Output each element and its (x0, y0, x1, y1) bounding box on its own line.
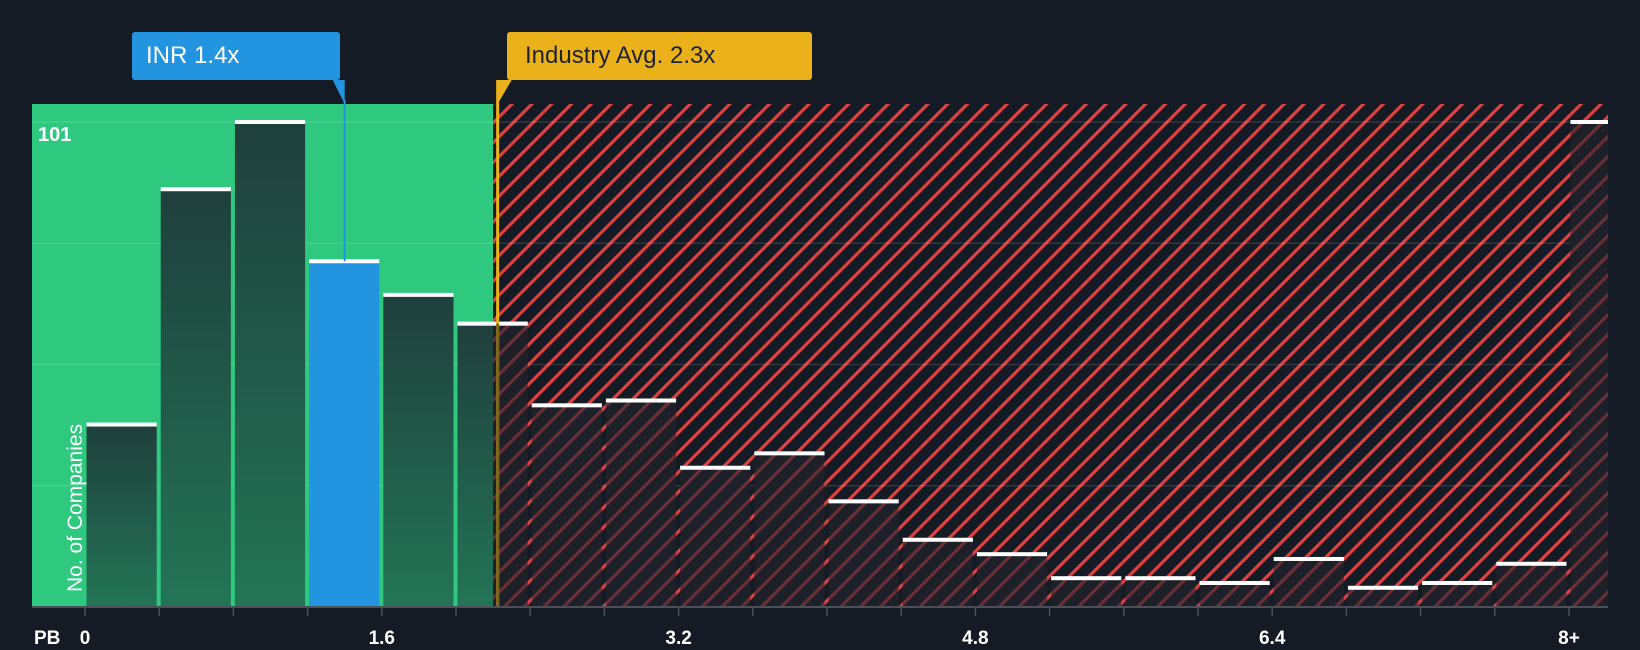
bar-top-marker (1347, 585, 1419, 590)
bar-top-marker (754, 451, 825, 456)
histogram-bar (1051, 578, 1122, 607)
bar-top-marker (976, 552, 1048, 557)
y-axis-title: No. of Companies (64, 423, 87, 592)
histogram-bar (828, 501, 899, 607)
histogram-bar (1273, 558, 1344, 607)
histogram-bar (680, 467, 751, 607)
x-tick-label: 1.6 (368, 628, 396, 649)
histogram-bar (1422, 582, 1493, 607)
y-axis-max-label: 101 (38, 124, 72, 146)
histogram-bar (1496, 563, 1567, 607)
histogram-bar (234, 122, 306, 607)
bar-top-marker (828, 499, 899, 504)
bar-top-marker (160, 187, 231, 192)
histogram-bar (1570, 122, 1608, 607)
industry-average-label: Industry Avg. 2.3x (507, 32, 812, 80)
bar-top-marker (1125, 576, 1196, 581)
bar-top-marker (902, 537, 973, 542)
histogram-bar (1347, 587, 1419, 607)
histogram-bar (902, 539, 973, 607)
histogram-bar (754, 453, 825, 607)
bar-top-marker (1570, 120, 1608, 124)
bar-top-marker (1199, 580, 1270, 585)
bar-top-marker (531, 403, 602, 408)
bar-top-marker (86, 422, 157, 427)
histogram-bar (309, 261, 380, 607)
bar-top-marker (383, 292, 454, 297)
bar-top-marker (605, 398, 677, 403)
overvalued-zone (493, 104, 1609, 607)
x-tick-label: 8+ (1558, 628, 1580, 649)
bar-top-marker (1273, 556, 1344, 561)
bar-top-marker (457, 321, 528, 326)
histogram-bar (531, 405, 602, 607)
company-pb-label: INR 1.4x (132, 32, 340, 80)
x-tick-label: 0 (79, 628, 91, 649)
bar-top-marker (234, 120, 306, 124)
histogram-bar (605, 400, 677, 607)
bar-top-marker (1422, 580, 1493, 585)
histogram-bar (1125, 578, 1196, 607)
histogram-bar (976, 554, 1048, 607)
bar-top-marker (1496, 561, 1567, 566)
histogram-bar-segment (457, 323, 494, 607)
x-tick-label: 4.8 (962, 628, 989, 649)
company-label-pointer (332, 80, 345, 104)
bar-top-marker (680, 465, 751, 470)
x-tick-label: 3.2 (665, 628, 692, 649)
histogram-bar (86, 424, 157, 607)
x-axis-title: PB (34, 628, 61, 649)
histogram-bar (160, 189, 231, 607)
histogram-bar (1199, 582, 1270, 607)
histogram-bar (383, 294, 454, 607)
industry-label-pointer (497, 80, 512, 104)
x-tick-label: 6.4 (1258, 628, 1286, 649)
bar-top-marker (1051, 576, 1122, 581)
